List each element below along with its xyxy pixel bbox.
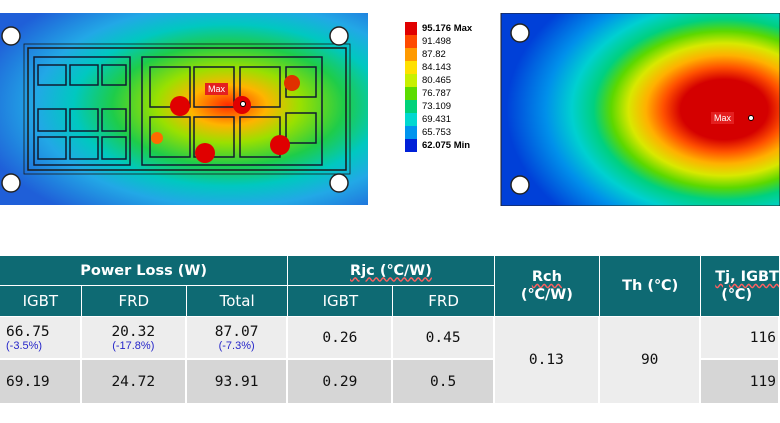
header-tj: Tj, IGBT (℃) (701, 256, 780, 317)
legend-label: 87.82 (422, 49, 446, 60)
table-row: 69.19 24.72 93.91 0.29 0.5 119 (0, 360, 780, 405)
legend-label: 73.109 (422, 101, 452, 112)
legend-swatch (405, 48, 417, 61)
max-temperature-tag: Max (205, 83, 229, 95)
legend-label: 62.075 Min (422, 140, 471, 151)
header-rjc-igbt: IGBT (288, 286, 394, 317)
temperature-legend: 95.176 Max 91.498 87.82 84.143 80.465 76.787 7… (405, 22, 505, 152)
thermal-results-table: Power Loss (W) Rjc (℃/W) Rch (℃/W) Th (℃… (0, 256, 780, 405)
cell-rjc-igbt: 0.29 (288, 360, 394, 405)
cell-igbt-loss: 66.75 (-3.5%) (0, 317, 82, 360)
header-rch: Rch (℃/W) (494, 256, 601, 317)
legend-label: 76.787 (422, 88, 452, 99)
cell-delta: (-7.3%) (218, 339, 255, 352)
legend-entry: 76.787 (405, 87, 505, 100)
header-rjc-text: Rjc (℃/W) (350, 262, 432, 279)
header-total: Total (186, 286, 289, 317)
legend-entry: 95.176 Max (405, 22, 505, 35)
legend-entry: 65.753 (405, 126, 505, 139)
header-rch-text: Rch (531, 269, 562, 285)
header-power-loss: Power Loss (W) (0, 256, 289, 286)
legend-swatch (405, 126, 417, 139)
header-tj-text: Tj, IGBT (715, 269, 779, 285)
cell-total-loss: 87.07 (-7.3%) (186, 317, 289, 360)
legend-entry: 62.075 Min (405, 139, 505, 152)
legend-entry: 87.82 (405, 48, 505, 61)
legend-label: 80.465 (422, 75, 452, 86)
cell-frd-loss: 20.32 (-17.8%) (81, 317, 187, 360)
cell-rch: 0.13 (494, 317, 601, 405)
legend-swatch (405, 22, 417, 35)
header-th: Th (℃) (600, 256, 702, 317)
cell-rjc-frd: 0.45 (393, 317, 495, 360)
cell-delta: (-17.8%) (112, 339, 155, 352)
cell-delta: (-3.5%) (6, 339, 43, 352)
cell-th: 90 (600, 317, 702, 405)
legend-swatch (405, 100, 417, 113)
cell-igbt-loss: 69.19 (0, 360, 82, 405)
thermal-contour-plot (0, 13, 368, 205)
cell-value: 66.75 (6, 323, 50, 340)
legend-swatch (405, 35, 417, 48)
header-rch-unit: (℃/W) (520, 287, 573, 303)
legend-label: 65.753 (422, 127, 452, 138)
legend-entry: 91.498 (405, 35, 505, 48)
thermal-results-table-wrap: Power Loss (W) Rjc (℃/W) Rch (℃/W) Th (℃… (0, 256, 780, 405)
legend-swatch (405, 61, 417, 74)
legend-entry: 80.465 (405, 74, 505, 87)
legend-entry: 73.109 (405, 100, 505, 113)
legend-swatch (405, 113, 417, 126)
legend-swatch (405, 87, 417, 100)
header-rjc-frd: FRD (393, 286, 495, 317)
table-row: 66.75 (-3.5%) 20.32 (-17.8%) 87.07 (-7.3… (0, 317, 780, 405)
cell-tj: 116 (701, 317, 780, 360)
legend-label: 84.143 (422, 62, 452, 73)
legend-entry: 84.143 (405, 61, 505, 74)
legend-label: 69.431 (422, 114, 452, 125)
header-tj-unit: (℃) (721, 287, 753, 303)
legend-swatch (405, 139, 417, 152)
legend-swatch (405, 74, 417, 87)
heatsink-contour-plot (500, 13, 780, 206)
header-rjc: Rjc (℃/W) (288, 256, 495, 286)
legend-label: 95.176 Max (422, 23, 473, 34)
legend-entry: 69.431 (405, 113, 505, 126)
header-igbt: IGBT (0, 286, 82, 317)
cell-tj: 119 (701, 360, 780, 405)
cell-value: 20.32 (111, 323, 156, 340)
cell-value: 87.07 (214, 323, 259, 340)
header-frd: FRD (81, 286, 187, 317)
cell-frd-loss: 24.72 (81, 360, 187, 405)
heatsink-thermal-map-right: 95.176 Max 91.498 87.82 84.143 80.465 76.787 7… (401, 13, 780, 206)
legend-label: 91.498 (422, 36, 452, 47)
module-thermal-map-left: Max (0, 13, 368, 205)
cell-total-loss: 93.91 (186, 360, 289, 405)
cell-rjc-frd: 0.5 (393, 360, 495, 405)
cell-rjc-igbt: 0.26 (288, 317, 394, 360)
max-temperature-tag: Max (711, 112, 735, 124)
